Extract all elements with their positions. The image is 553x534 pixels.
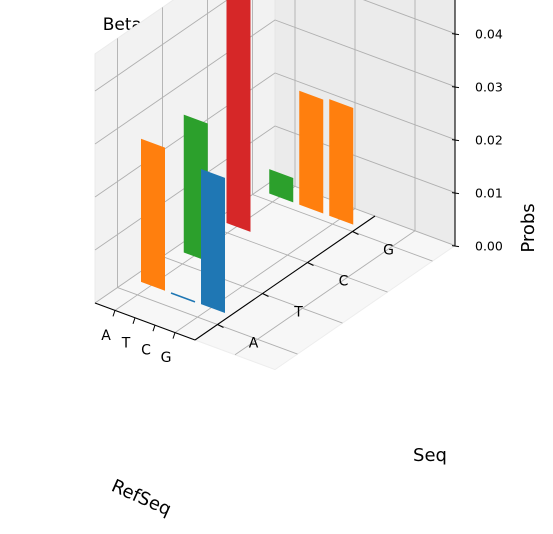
z-tick-mark — [451, 139, 460, 142]
z-tick-label: 0.01 — [475, 186, 503, 201]
x-tick-mark — [172, 332, 176, 339]
z-tick-label: 0.03 — [475, 80, 503, 95]
z-tick-mark — [451, 33, 460, 36]
x-tick-label: T — [121, 335, 131, 351]
bars-group — [141, 0, 354, 313]
x-tick-mark — [152, 325, 156, 332]
x-tick-label: A — [101, 328, 111, 344]
bar-C-A — [201, 168, 225, 313]
y-tick-label: T — [293, 305, 303, 321]
x-tick-label: C — [141, 343, 151, 359]
z-axis-label: Probs — [518, 203, 539, 252]
z-tick-label: 0.00 — [475, 239, 503, 254]
z-tick-label: 0.02 — [475, 133, 503, 148]
bar-T-G — [299, 90, 324, 214]
bar-A-G — [269, 169, 294, 203]
z-tick-label: 0.04 — [475, 27, 503, 42]
axis-lines — [94, 0, 460, 341]
bar-A-C — [226, 0, 251, 232]
z-tick-mark — [451, 245, 460, 248]
x-tick-mark — [112, 310, 116, 317]
x-tick-label: G — [161, 350, 172, 366]
y-tick-mark — [217, 324, 224, 328]
z-tick-mark — [451, 86, 460, 89]
grid-line-z — [94, 0, 456, 92]
y-tick-mark — [352, 231, 359, 235]
x-tick-mark — [132, 317, 136, 324]
bar-A-A — [141, 138, 165, 291]
y-axis-label: Seq — [413, 445, 447, 466]
bar-C-G — [329, 99, 354, 225]
y-tick-mark — [307, 262, 314, 266]
y-tick-label: G — [383, 243, 394, 259]
y-axis-line — [194, 215, 376, 341]
y-tick-mark — [262, 293, 269, 297]
x-axis-label: RefSeq — [108, 476, 174, 521]
grid-line-z — [94, 19, 456, 145]
z-tick-mark — [451, 192, 460, 195]
x-axis-line — [94, 302, 196, 341]
y-tick-label: C — [339, 274, 349, 290]
bar-T-A — [170, 292, 196, 303]
y-tick-label: A — [249, 336, 259, 352]
